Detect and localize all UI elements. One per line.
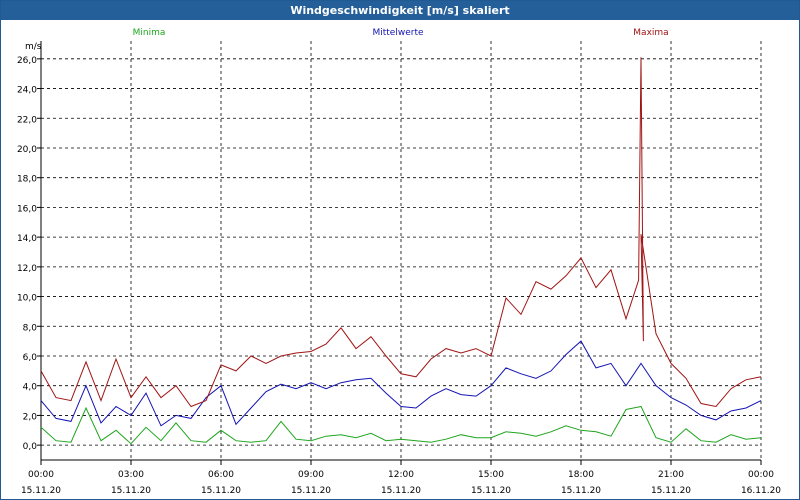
y-tick-label: 10,0 [17, 294, 37, 304]
y-tick-label: 6,0 [23, 353, 38, 363]
x-tick-date-label: 15.11.20 [381, 486, 421, 496]
x-tick-date-label: 15.11.20 [561, 486, 601, 496]
x-tick-time-label: 03:00 [118, 470, 144, 480]
legend-entry-maxima: Maxima [633, 28, 668, 38]
y-tick-label: 4,0 [23, 383, 38, 393]
series-line-minima [40, 405, 762, 445]
x-tick-date-label: 16.11.20 [741, 486, 781, 496]
y-tick-label: 0,0 [23, 442, 38, 452]
y-axis-unit: m/s [25, 42, 42, 52]
y-tick-label: 8,0 [23, 323, 38, 333]
y-tick-label: 22,0 [17, 115, 37, 125]
y-tick-label: 16,0 [17, 204, 37, 214]
y-tick-label: 18,0 [17, 175, 37, 185]
legend-entry-minima: Minima [133, 28, 166, 38]
y-tick-label: 14,0 [17, 234, 37, 244]
x-tick-time-label: 18:00 [568, 470, 594, 480]
legend-entry-mittelwerte: Mittelwerte [372, 28, 423, 38]
x-tick-time-label: 00:00 [28, 470, 54, 480]
x-tick-date-label: 15.11.20 [201, 486, 241, 496]
x-tick-date-label: 15.11.20 [651, 486, 691, 496]
x-tick-date-label: 15.11.20 [291, 486, 331, 496]
window-title: Windgeschwindigkeit [m/s] skaliert [1, 1, 799, 20]
y-tick-label: 24,0 [17, 86, 37, 96]
x-tick-time-label: 15:00 [478, 470, 504, 480]
x-tick-time-label: 06:00 [208, 470, 234, 480]
x-tick-date-label: 15.11.20 [111, 486, 151, 496]
x-tick-date-label: 15.11.20 [471, 486, 511, 496]
x-tick-time-label: 00:00 [748, 470, 774, 480]
series-line-mittelwerte [40, 340, 762, 427]
y-tick-label: 12,0 [17, 264, 37, 274]
x-tick-time-label: 21:00 [658, 470, 684, 480]
x-tick-time-label: 09:00 [298, 470, 324, 480]
series-line-maxima [40, 57, 762, 408]
x-tick-time-label: 12:00 [388, 470, 414, 480]
y-tick-label: 2,0 [23, 412, 38, 422]
y-tick-label: 20,0 [17, 145, 37, 155]
y-tick-label: 26,0 [17, 56, 37, 66]
x-tick-date-label: 15.11.20 [21, 486, 61, 496]
